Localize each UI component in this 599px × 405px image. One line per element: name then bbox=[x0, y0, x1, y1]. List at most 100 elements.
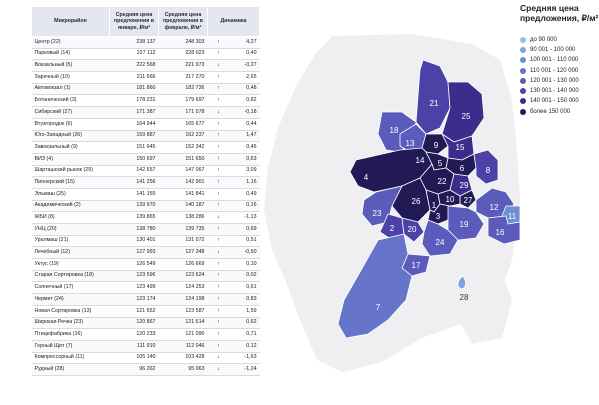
cell-february: 138 286 bbox=[158, 211, 208, 224]
cell-district: Уралмаш (21) bbox=[31, 235, 110, 248]
district-label-27: 27 bbox=[464, 196, 473, 205]
table-row: Чермет (24) 123 174 124 198 ↑ 0,83 bbox=[31, 293, 260, 306]
cell-trend-icon: ↑ bbox=[207, 118, 230, 131]
table-row: УНЦ (20) 138 780 139 735 ↑ 0,69 bbox=[31, 223, 260, 236]
cell-district: Старая Сортировка (18) bbox=[31, 270, 110, 283]
cell-january: 159 887 bbox=[109, 130, 159, 143]
cell-trend-icon: ↑ bbox=[207, 270, 230, 283]
cell-february: 151 650 bbox=[158, 153, 208, 166]
cell-february: 147 067 bbox=[158, 165, 208, 178]
cell-february: 165 677 bbox=[158, 118, 208, 131]
legend-swatch-icon bbox=[520, 98, 526, 105]
cell-trend-icon: ↑ bbox=[207, 223, 230, 236]
cell-trend-icon: ↑ bbox=[207, 281, 230, 295]
cell-district: Академический (2) bbox=[31, 200, 110, 213]
cell-change: 0,10 bbox=[229, 258, 260, 271]
cell-district: Вокзальный (5) bbox=[31, 59, 110, 73]
table-row: Новая Сортировка (13) 121 652 123 587 ↑ 1,59 bbox=[31, 305, 260, 318]
cell-district: Солнечный (17) bbox=[31, 281, 110, 295]
cell-february: 124 253 bbox=[158, 281, 208, 295]
cell-trend-icon: ↑ bbox=[207, 83, 230, 96]
cell-january: 139 865 bbox=[109, 211, 159, 224]
legend-item: 120 001 - 130 000 bbox=[520, 76, 599, 86]
district-label-1: 1 bbox=[432, 201, 437, 210]
district-label-17: 17 bbox=[412, 261, 421, 270]
district-label-3: 3 bbox=[436, 212, 441, 221]
legend-swatch-icon bbox=[520, 67, 526, 74]
cell-january: 150 697 bbox=[109, 153, 159, 166]
cell-district: Эльмаш (25) bbox=[31, 188, 110, 201]
table-row: Уралмаш (21) 130 401 131 072 ↑ 0,51 bbox=[31, 235, 260, 248]
cell-trend-icon: ↑ bbox=[207, 71, 230, 84]
cell-change: 0,46 bbox=[229, 141, 260, 154]
cell-district: Лечебный (12) bbox=[31, 246, 110, 260]
cell-district: Широкая Речка (23) bbox=[31, 317, 110, 330]
cell-january: 238 137 bbox=[109, 36, 159, 49]
cell-district: Чермет (24) bbox=[31, 293, 110, 306]
cell-trend-icon: ↑ bbox=[207, 165, 230, 178]
table-row: Заречный (10) 211 666 217 270 ↑ 2,65 bbox=[31, 71, 260, 84]
table-row: Ботанический (3) 178 231 179 697 ↑ 0,82 bbox=[31, 94, 260, 108]
table-header-row: Микрорайон Средняя цена предложения в ян… bbox=[31, 6, 261, 37]
table-row: Сибирский (27) 171 387 171 078 ↓ -0,18 bbox=[31, 106, 260, 119]
legend-item-label: 90 001 - 100 000 bbox=[530, 46, 576, 53]
cell-january: 164 944 bbox=[109, 118, 159, 131]
legend-item: 110 001 - 120 000 bbox=[520, 65, 599, 75]
cell-february: 103 428 bbox=[158, 352, 208, 365]
cell-district: Юго-Западный (26) bbox=[31, 130, 110, 143]
cell-district: Горный Щит (7) bbox=[31, 340, 110, 353]
cell-trend-icon: ↑ bbox=[207, 258, 230, 271]
cell-february: 179 697 bbox=[158, 94, 208, 108]
table-row: Рудный (28) 96 262 95 063 ↓ -1,24 bbox=[31, 363, 260, 376]
district-7 bbox=[337, 233, 413, 339]
table-row: ВИЗ (4) 150 697 151 650 ↑ 0,63 bbox=[31, 153, 260, 166]
cell-january: 120 233 bbox=[109, 328, 159, 341]
cell-january: 142 657 bbox=[109, 165, 159, 178]
cell-trend-icon: ↓ bbox=[207, 211, 230, 224]
table-row: Шарташский рынок (29) 142 657 147 067 ↑ 3,09 bbox=[31, 165, 260, 178]
cell-district: Центр (22) bbox=[31, 36, 110, 49]
price-table: Микрорайон Средняя цена предложения в ян… bbox=[31, 6, 261, 376]
cell-february: 152 342 bbox=[158, 141, 208, 154]
cell-trend-icon: ↓ bbox=[207, 363, 230, 376]
cell-january: 181 860 bbox=[109, 83, 159, 96]
district-23 bbox=[361, 185, 403, 227]
cell-february: 248 303 bbox=[158, 36, 208, 49]
cell-january: 139 970 bbox=[109, 200, 159, 213]
cell-trend-icon: ↑ bbox=[207, 293, 230, 306]
district-10 bbox=[437, 189, 461, 207]
cell-trend-icon: ↑ bbox=[207, 153, 230, 166]
table-row: Академический (2) 139 970 140 187 ↑ 0,16 bbox=[31, 200, 260, 213]
cell-district: Парковый (14) bbox=[31, 48, 110, 61]
column-header-district: Микрорайон bbox=[31, 6, 110, 37]
cell-change: 0,02 bbox=[229, 270, 260, 283]
cell-change: -1,63 bbox=[229, 352, 260, 365]
cell-change: -0,18 bbox=[229, 106, 260, 119]
cell-change: 0,49 bbox=[229, 188, 260, 201]
legend-item-label: до 90 000 bbox=[530, 36, 557, 43]
cell-change: 0,71 bbox=[229, 328, 260, 341]
district-28 bbox=[457, 275, 467, 290]
cell-trend-icon: ↑ bbox=[207, 340, 230, 353]
cell-trend-icon: ↑ bbox=[207, 130, 230, 143]
cell-district: ВИЗ (4) bbox=[31, 153, 110, 166]
cell-trend-icon: ↓ bbox=[207, 246, 230, 260]
legend-swatch-icon bbox=[520, 46, 526, 53]
cell-change: 0,12 bbox=[229, 340, 260, 353]
district-8 bbox=[473, 149, 499, 185]
cell-change: 0,83 bbox=[229, 293, 260, 306]
table-row: Компрессорный (11) 105 140 103 428 ↓ -1,63 bbox=[31, 352, 260, 365]
cell-february: 121 090 bbox=[158, 328, 208, 341]
cell-district: Птицефабрика (16) bbox=[31, 328, 110, 341]
table-row: Уктус (19) 126 549 126 669 ↑ 0,10 bbox=[31, 258, 260, 271]
cell-trend-icon: ↓ bbox=[207, 352, 230, 365]
legend-item: до 90 000 bbox=[520, 35, 599, 45]
cell-february: 95 063 bbox=[158, 363, 208, 376]
legend-item-label: 110 001 - 120 000 bbox=[530, 67, 579, 74]
cell-trend-icon: ↑ bbox=[207, 200, 230, 213]
cell-change: -0,27 bbox=[229, 59, 260, 73]
cell-february: 112 046 bbox=[158, 340, 208, 353]
cell-change: 0,63 bbox=[229, 153, 260, 166]
district-label-24: 24 bbox=[436, 238, 445, 247]
district-label-15: 15 bbox=[456, 143, 465, 152]
